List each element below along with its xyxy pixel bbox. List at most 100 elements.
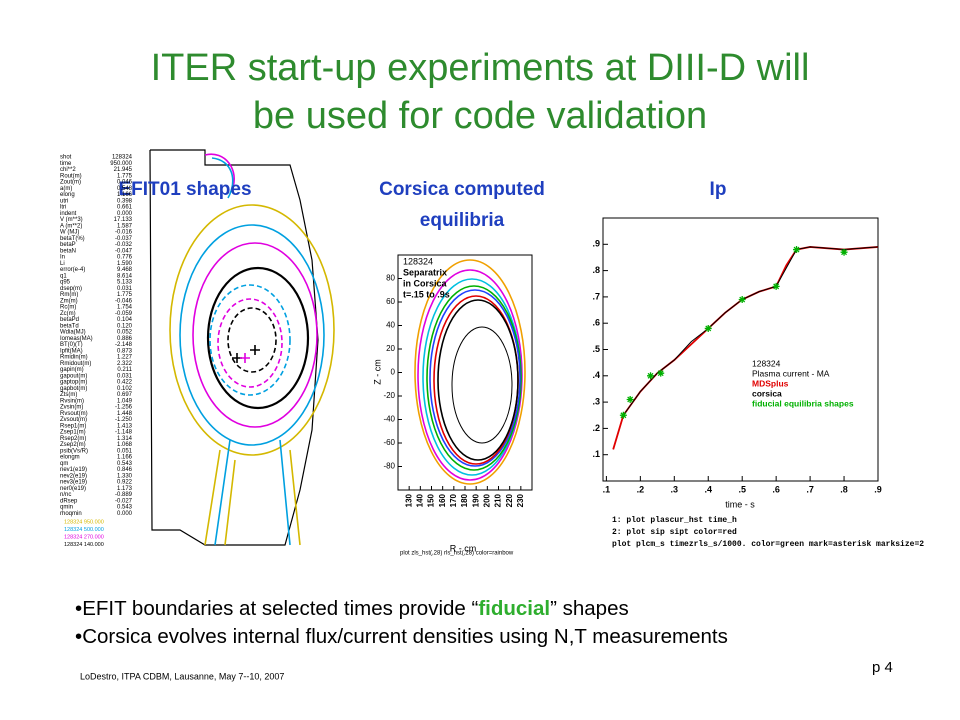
parameter-name: dsep(m)	[60, 286, 82, 292]
title-line: be used for code validation	[253, 95, 707, 137]
parameter-value: 1.590	[117, 261, 133, 267]
parameter-name: utri	[60, 198, 68, 204]
parameter-value: 1.166	[117, 455, 133, 461]
parameter-name: indent	[60, 211, 77, 217]
parameter-value: 0.398	[117, 198, 133, 204]
title-line: ITER start-up experiments at DIII-D will	[151, 47, 810, 89]
y-tick-label: 60	[386, 297, 395, 306]
parameter-value: 0.873	[117, 348, 133, 354]
parameter-value: 0.102	[117, 386, 133, 392]
y-tick-label: 40	[386, 321, 395, 330]
parameter-value: 0.052	[117, 330, 133, 336]
parameter-name: betaPd	[60, 317, 79, 323]
parameter-name: V (m**3)	[60, 217, 83, 223]
y-tick-label: .8	[592, 265, 600, 275]
parameter-value: 0.051	[117, 448, 133, 454]
parameter-name: a(m)	[60, 186, 72, 192]
parameter-value: -1.250	[115, 417, 133, 423]
page-number: p 4	[872, 659, 893, 676]
axis-label: time - s	[725, 499, 755, 509]
parameter-value: 0.776	[117, 255, 133, 261]
legend-entry: 128324 500.000	[64, 527, 104, 533]
legend-entry: 128324 270.000	[64, 534, 104, 540]
parameter-name: error(e-4)	[60, 267, 85, 273]
asterisk-marker	[704, 324, 712, 332]
y-tick-label: .3	[592, 396, 600, 406]
parameter-value: 1.587	[117, 223, 133, 229]
legend-title: Plasma current - MA	[752, 368, 830, 378]
parameter-value: 5.133	[117, 280, 133, 286]
parameter-name: Rmidout(m)	[60, 361, 91, 367]
x-tick-label: 220	[505, 493, 514, 507]
legend-entry: MDSplus	[752, 378, 789, 388]
parameter-name: betaN	[60, 248, 76, 254]
y-tick-label: 20	[386, 344, 395, 353]
asterisk-marker	[657, 369, 665, 377]
parameter-value: 128324	[112, 155, 133, 161]
parameter-value: -0.016	[115, 230, 133, 236]
parameter-value: 1.754	[117, 305, 133, 311]
parameter-name: gapbot(m)	[60, 386, 87, 392]
asterisk-marker	[772, 282, 780, 290]
bullet-text: ” shapes	[550, 597, 629, 620]
parameter-value: 0.000	[117, 211, 133, 217]
panel-caption: EFIT01 shapes	[118, 179, 251, 200]
bullet-text: fiducial	[478, 597, 550, 620]
annotation: in Corsica	[403, 278, 448, 288]
x-tick-label: 230	[516, 493, 525, 507]
y-tick-label: -40	[383, 415, 395, 424]
parameter-name: Rc(m)	[60, 305, 76, 311]
parameter-name: psib(Vs/R)	[60, 448, 88, 454]
parameter-value: 1.330	[117, 473, 133, 479]
y-tick-label: .7	[592, 291, 600, 301]
parameter-value: 1.413	[117, 423, 133, 429]
annotation: Separatrix	[403, 267, 447, 277]
parameter-value: 1.173	[117, 486, 133, 492]
parameter-value: 1.166	[117, 192, 133, 198]
annotation: t=.15 to .9s	[403, 289, 450, 299]
parameter-name: Ipfit(MA)	[60, 348, 83, 354]
asterisk-marker	[738, 296, 746, 304]
parameter-value: 0.046	[117, 180, 133, 186]
x-tick-label: .4	[704, 484, 712, 494]
asterisk-marker	[626, 395, 634, 403]
parameter-name: nev3(e19)	[60, 480, 87, 486]
y-tick-label: .4	[592, 370, 600, 380]
command: 2: plot sip sipt color=red	[612, 528, 737, 537]
axis-label: R - cm	[450, 543, 477, 553]
y-tick-label: -20	[383, 391, 395, 400]
legend-entry: 128324 140.000	[64, 542, 104, 548]
parameter-name: elongm	[60, 455, 80, 461]
parameter-value: 2.322	[117, 361, 133, 367]
parameter-name: dRsep	[60, 498, 78, 504]
bullet-text: EFIT boundaries at selected times provid…	[82, 597, 478, 620]
x-tick-label: 140	[415, 493, 424, 507]
parameter-name: Rout(m)	[60, 173, 82, 179]
panel-caption: Ip	[710, 179, 727, 200]
y-tick-label: -60	[383, 438, 395, 447]
asterisk-marker	[647, 372, 655, 380]
parameter-name: qm	[60, 461, 68, 467]
x-tick-label: 130	[404, 493, 413, 507]
y-tick-label: .2	[592, 423, 600, 433]
command: plot zls_hst(,28) rls_hst(,28) color=rai…	[400, 551, 514, 557]
parameter-value: 0.543	[117, 505, 133, 511]
y-tick-label: .9	[592, 239, 600, 249]
legend-entry: 128324 950.000	[64, 519, 104, 525]
parameter-name: Rsep2(m)	[60, 436, 86, 442]
y-tick-label: 0	[391, 368, 396, 377]
x-tick-label: .2	[637, 484, 645, 494]
parameter-name: gapout(m)	[60, 373, 87, 379]
parameter-name: shot	[60, 155, 72, 161]
parameter-name: Zts(m)	[60, 392, 77, 398]
parameter-name: In	[60, 255, 65, 261]
x-tick-label: 190	[471, 493, 480, 507]
bullet-dot: •	[75, 625, 82, 648]
parameter-name: Zout(m)	[60, 180, 81, 186]
parameter-value: 0.422	[117, 380, 133, 386]
parameter-name: Rvsout(m)	[60, 411, 88, 417]
parameter-value: 0.661	[117, 205, 133, 211]
x-tick-label: 210	[494, 493, 503, 507]
parameter-name: ltri	[60, 205, 66, 211]
x-tick-label: .9	[874, 484, 882, 494]
